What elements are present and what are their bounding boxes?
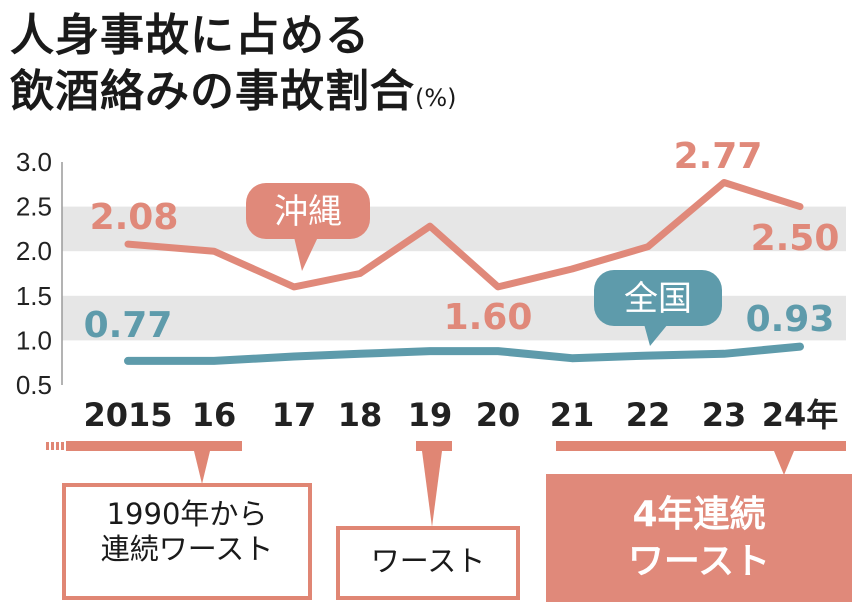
data-label: 0.93 — [746, 299, 835, 340]
x-tick-label: 18 — [338, 396, 383, 434]
unit-label: (%) — [415, 84, 457, 112]
okinawa-callout-label: 沖縄 — [274, 192, 342, 232]
bracket-19 — [416, 441, 452, 451]
data-label: 1.60 — [444, 297, 533, 338]
bracket-4yr — [556, 441, 846, 451]
series-lines — [124, 179, 804, 365]
data-label: 2.77 — [674, 136, 763, 177]
x-tick-label: 17 — [272, 396, 317, 434]
national-callout-bubble — [594, 270, 722, 326]
national-callout-label: 全国 — [624, 279, 692, 319]
data-labels: 2.08 1.60 2.77 2.50 0.77 0.93 — [84, 136, 840, 346]
chart-title-line2-text: 飲酒絡みの事故割合 — [10, 66, 415, 117]
y-tick-label: 0.5 — [16, 370, 52, 400]
y-tick-labels: 3.0 2.5 2.0 1.5 1.0 0.5 — [16, 147, 52, 400]
note-since-1990: 1990年から 連続ワースト — [62, 483, 312, 600]
x-tick-label: 22 — [626, 396, 671, 434]
data-label: 2.08 — [90, 197, 179, 238]
x-tick-labels: 2015 16 17 18 19 20 21 22 23 24年 — [83, 396, 838, 434]
y-tick-label: 1.0 — [16, 325, 52, 355]
national-callout-pointer — [644, 324, 668, 346]
bracket-19-pointer — [422, 451, 442, 527]
bracket-4yr-pointer — [774, 451, 794, 475]
data-label: 0.77 — [84, 305, 173, 346]
note-worst-19-text: ワースト — [370, 544, 486, 578]
data-label: 2.50 — [751, 218, 840, 259]
okinawa-callout-bubble — [246, 183, 370, 239]
x-tick-label: 19 — [408, 396, 453, 434]
x-tick-label: 23 — [702, 396, 747, 434]
x-tick-label: 2015 — [83, 396, 172, 434]
chart-title-line1: 人身事故に占める — [10, 10, 370, 61]
x-tick-label: 20 — [476, 396, 521, 434]
national-line — [124, 342, 804, 365]
x-tick-label: 24年 — [762, 396, 839, 434]
okinawa-callout: 沖縄 — [246, 183, 370, 271]
x-tick-label: 16 — [192, 396, 237, 434]
y-tick-label: 2.0 — [16, 236, 52, 266]
chart-title-line2: 飲酒絡みの事故割合(%) — [10, 70, 457, 114]
note-worst-19: ワースト — [336, 526, 520, 600]
bracket-1990-pointer — [194, 451, 210, 484]
note-brackets — [46, 441, 846, 527]
y-tick-label: 3.0 — [16, 147, 52, 177]
note-since-1990-text: 1990年から 連続ワースト — [100, 497, 274, 567]
y-tick-label: 1.5 — [16, 281, 52, 311]
note-four-years: 4年連続 ワースト — [546, 474, 852, 602]
okinawa-callout-pointer — [294, 237, 318, 271]
x-tick-label: 21 — [550, 396, 595, 434]
note-four-years-text: 4年連続 ワースト — [627, 494, 771, 582]
okinawa-line — [124, 179, 804, 291]
national-callout: 全国 — [594, 270, 722, 346]
y-tick-label: 2.5 — [16, 192, 52, 222]
bracket-1990 — [66, 441, 242, 451]
